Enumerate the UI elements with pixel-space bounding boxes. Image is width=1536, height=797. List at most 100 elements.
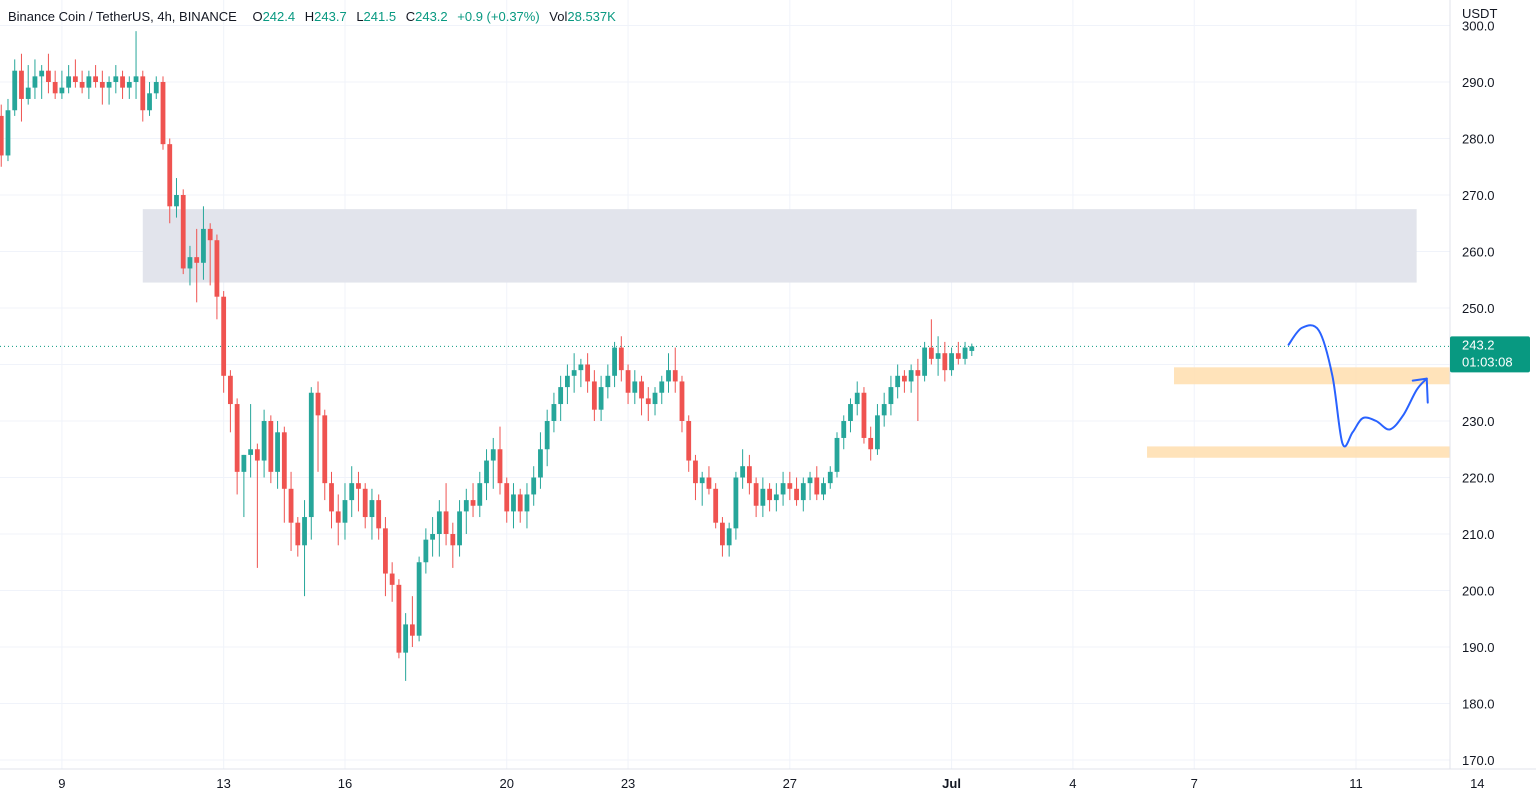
candle-body bbox=[922, 347, 928, 376]
candle-body bbox=[106, 82, 112, 88]
candle-body bbox=[686, 421, 692, 461]
candle-body bbox=[261, 421, 267, 461]
candle bbox=[369, 488, 375, 540]
candle bbox=[457, 500, 462, 557]
candle-body bbox=[19, 70, 24, 99]
candle bbox=[915, 358, 921, 421]
candle-body bbox=[565, 375, 570, 388]
candle-body bbox=[241, 454, 247, 472]
price-tick-label: 270.0 bbox=[1462, 188, 1495, 203]
candle-body bbox=[5, 110, 11, 156]
time-tick-label: 14 bbox=[1470, 776, 1484, 791]
price-axis-unit[interactable]: USDT bbox=[1462, 6, 1498, 21]
candle-body bbox=[376, 500, 382, 529]
candle bbox=[254, 443, 260, 568]
candle bbox=[807, 471, 813, 501]
candle bbox=[544, 409, 550, 467]
current-price-value: 243.2 bbox=[1462, 337, 1495, 352]
candle-body bbox=[52, 82, 58, 94]
candle bbox=[720, 517, 725, 557]
candle-body bbox=[720, 522, 725, 546]
candle bbox=[356, 471, 361, 512]
candle-body bbox=[598, 387, 604, 410]
candle-body bbox=[66, 76, 72, 88]
candle-body bbox=[861, 392, 867, 438]
candle bbox=[962, 341, 968, 365]
candle bbox=[234, 398, 240, 495]
candle-body bbox=[591, 381, 597, 410]
candle-body bbox=[645, 398, 651, 405]
candle bbox=[167, 138, 173, 224]
candle-body bbox=[160, 82, 166, 145]
time-tick-label: 20 bbox=[500, 776, 514, 791]
price-tick-label: 200.0 bbox=[1462, 584, 1495, 599]
candle bbox=[436, 500, 442, 557]
candle bbox=[261, 409, 267, 478]
candle-body bbox=[0, 115, 4, 156]
candle-body bbox=[706, 477, 712, 489]
candle bbox=[52, 70, 58, 99]
candle-body bbox=[868, 437, 874, 450]
candle bbox=[645, 387, 651, 421]
candle bbox=[133, 31, 139, 99]
candle bbox=[308, 387, 314, 540]
candle bbox=[228, 370, 233, 433]
candle-body bbox=[133, 76, 139, 82]
candle bbox=[12, 59, 18, 116]
candle bbox=[362, 483, 368, 529]
supply-zone bbox=[142, 209, 1417, 283]
candle-body bbox=[915, 370, 921, 376]
candle bbox=[834, 432, 840, 478]
candle-body bbox=[228, 375, 233, 405]
candle-body bbox=[254, 449, 260, 461]
candle-body bbox=[827, 471, 833, 484]
candle bbox=[396, 579, 402, 659]
candle bbox=[699, 471, 705, 506]
candle-body bbox=[86, 76, 92, 88]
candle-body bbox=[221, 296, 227, 376]
candle bbox=[902, 370, 907, 393]
candle bbox=[302, 500, 307, 597]
candle bbox=[922, 341, 928, 382]
candle-body bbox=[140, 76, 146, 111]
candle bbox=[868, 426, 874, 461]
candle-body bbox=[72, 76, 78, 82]
candle-body bbox=[881, 404, 887, 416]
candle bbox=[497, 426, 503, 495]
candle bbox=[430, 517, 435, 557]
candle-body bbox=[153, 82, 159, 94]
candle bbox=[86, 70, 92, 99]
candle-body bbox=[726, 528, 732, 546]
candle bbox=[25, 65, 31, 105]
candle bbox=[935, 336, 941, 376]
candle bbox=[450, 522, 456, 568]
candle bbox=[821, 477, 826, 501]
candle-body bbox=[194, 257, 200, 263]
candle-body bbox=[295, 522, 301, 546]
candle bbox=[969, 343, 975, 357]
close-label: C bbox=[405, 9, 416, 24]
candle-body bbox=[902, 375, 907, 382]
support-zone-lower bbox=[1147, 446, 1485, 458]
candle bbox=[295, 517, 301, 557]
candle-body bbox=[329, 483, 334, 512]
candle bbox=[706, 466, 712, 495]
time-tick-label: 23 bbox=[621, 776, 635, 791]
close-value: 243.2 bbox=[415, 9, 448, 24]
candle bbox=[780, 471, 786, 506]
candle bbox=[140, 70, 146, 122]
candle bbox=[827, 466, 833, 489]
candle-body bbox=[436, 511, 442, 534]
candle-body bbox=[659, 381, 665, 393]
candle bbox=[955, 341, 961, 365]
candle bbox=[612, 341, 617, 388]
candle bbox=[895, 364, 901, 399]
candle bbox=[585, 353, 591, 393]
candle-body bbox=[383, 528, 388, 574]
candle-body bbox=[746, 466, 752, 484]
candle-body bbox=[430, 534, 435, 540]
candle-body bbox=[544, 421, 550, 450]
candle bbox=[875, 404, 880, 455]
time-tick-label: 16 bbox=[338, 776, 352, 791]
